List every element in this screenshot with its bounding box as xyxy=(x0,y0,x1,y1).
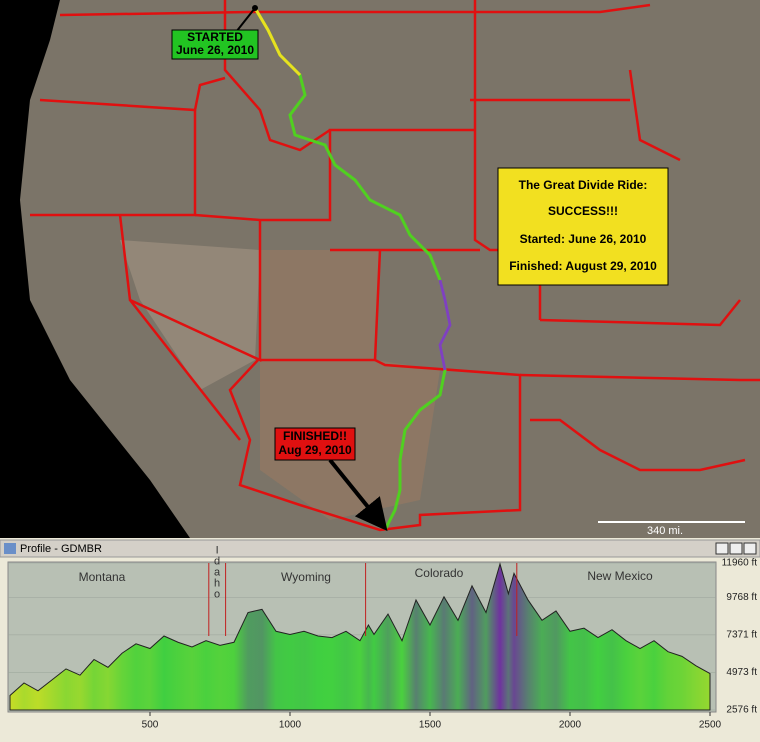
region-label: Wyoming xyxy=(281,570,331,584)
summary-started: Started: June 26, 2010 xyxy=(520,232,647,246)
region-label: Montana xyxy=(79,570,126,584)
summary-title: The Great Divide Ride: xyxy=(519,178,648,192)
y-tick-label: 11960 ft xyxy=(722,558,758,569)
route-start xyxy=(253,7,302,77)
x-tick-label: 2500 xyxy=(699,720,722,731)
y-tick-label: 4973 ft xyxy=(726,667,757,678)
x-tick-label: 2000 xyxy=(559,720,582,731)
minimize-button[interactable] xyxy=(715,542,729,555)
scale-label: 340 mi. xyxy=(647,525,683,537)
summary-box xyxy=(497,167,669,286)
close-button[interactable] xyxy=(743,542,757,555)
x-tick-label: 1000 xyxy=(279,720,302,731)
finished-date: Aug 29, 2010 xyxy=(278,443,352,457)
map[interactable]: STARTED June 26, 2010 FINISHED!! Aug 29,… xyxy=(0,0,760,538)
started-text: STARTED xyxy=(187,30,243,44)
summary-success: SUCCESS!!! xyxy=(548,204,618,218)
land xyxy=(20,0,760,538)
region-label: Colorado xyxy=(415,566,464,580)
window-icon xyxy=(4,543,16,554)
region-label: New Mexico xyxy=(587,569,653,583)
start-point xyxy=(252,5,258,11)
started-date: June 26, 2010 xyxy=(176,43,254,57)
x-tick-label: 1500 xyxy=(419,720,442,731)
y-tick-label: 7371 ft xyxy=(726,630,757,641)
finished-text: FINISHED!! xyxy=(283,429,347,443)
state-borders xyxy=(30,0,760,532)
window-controls xyxy=(715,542,757,555)
finished-box xyxy=(274,427,356,461)
summary-finished: Finished: August 29, 2010 xyxy=(509,259,657,273)
window-title: Profile - GDMBR xyxy=(20,543,102,555)
y-tick-label: 9768 ft xyxy=(726,592,757,603)
x-tick-label: 500 xyxy=(142,720,159,731)
route-high xyxy=(438,279,452,371)
basin xyxy=(120,240,260,390)
y-tick-label: 2576 ft xyxy=(726,705,757,716)
region-label: Idaho xyxy=(211,545,223,600)
elevation-area xyxy=(9,562,711,711)
finish-pointer xyxy=(328,458,388,532)
route xyxy=(253,7,452,531)
start-pointer xyxy=(235,7,256,33)
maximize-button[interactable] xyxy=(729,542,743,555)
started-box xyxy=(171,29,259,60)
title-bar xyxy=(0,539,760,558)
profile-chart: 2576 ft 4973 ft 7371 ft 9768 ft 11960 ft 500 1… xyxy=(8,558,757,731)
